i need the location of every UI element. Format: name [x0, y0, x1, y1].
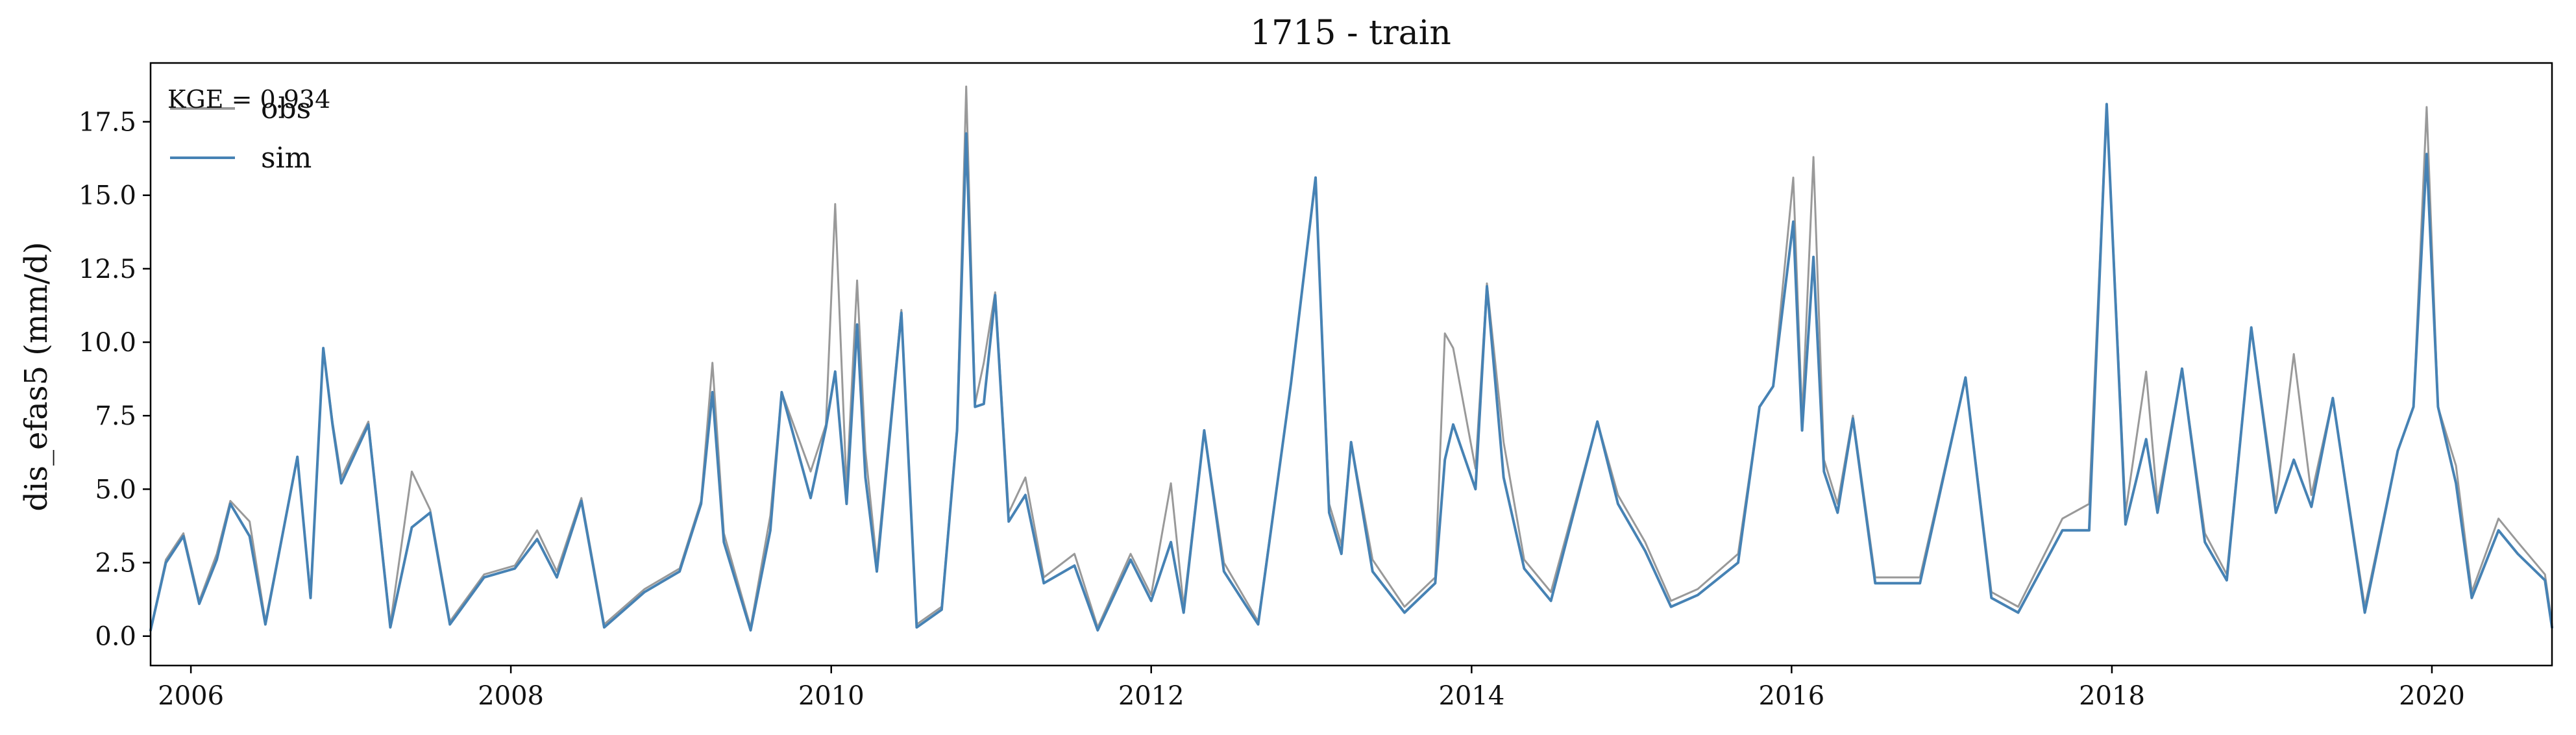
x-tick-label: 2018: [2079, 681, 2145, 711]
legend-label-obs: obs: [261, 92, 311, 125]
x-tick-label: 2006: [158, 681, 224, 711]
plot-area: [149, 85, 2553, 632]
y-tick-label: 10.0: [79, 328, 136, 358]
y-axis-label: dis_efas5 (mm/d): [18, 242, 55, 511]
x-tick-label: 2016: [1758, 681, 1824, 711]
y-tick-label: 12.5: [79, 255, 136, 284]
y-tick-label: 15.0: [79, 181, 136, 211]
legend: obs sim: [170, 92, 312, 175]
x-tick-label: 2010: [798, 681, 865, 711]
x-tick-label: 2008: [478, 681, 544, 711]
y-tick-label: 0.0: [95, 622, 136, 652]
legend-label-sim: sim: [261, 142, 312, 175]
chart-title: 1715 - train: [1250, 14, 1451, 53]
axes: 0.0 2.5 5.0 7.5 10.0 12.5 15.0 17.5 2006 2008 2010…: [79, 62, 2553, 711]
y-tick-label: 7.5: [95, 401, 136, 431]
y-tick-label: 17.5: [79, 108, 136, 138]
x-tick-label: 2014: [1438, 681, 1504, 711]
y-tick-label: 2.5: [95, 549, 136, 579]
plot-frame: [149, 62, 2553, 667]
x-tick-label: 2020: [2399, 681, 2465, 711]
x-tick-label: 2012: [1118, 681, 1184, 711]
kge-annotation: KGE = 0.934: [167, 85, 330, 114]
series-line-sim: [149, 103, 2553, 632]
y-tick-label: 5.0: [95, 475, 136, 505]
